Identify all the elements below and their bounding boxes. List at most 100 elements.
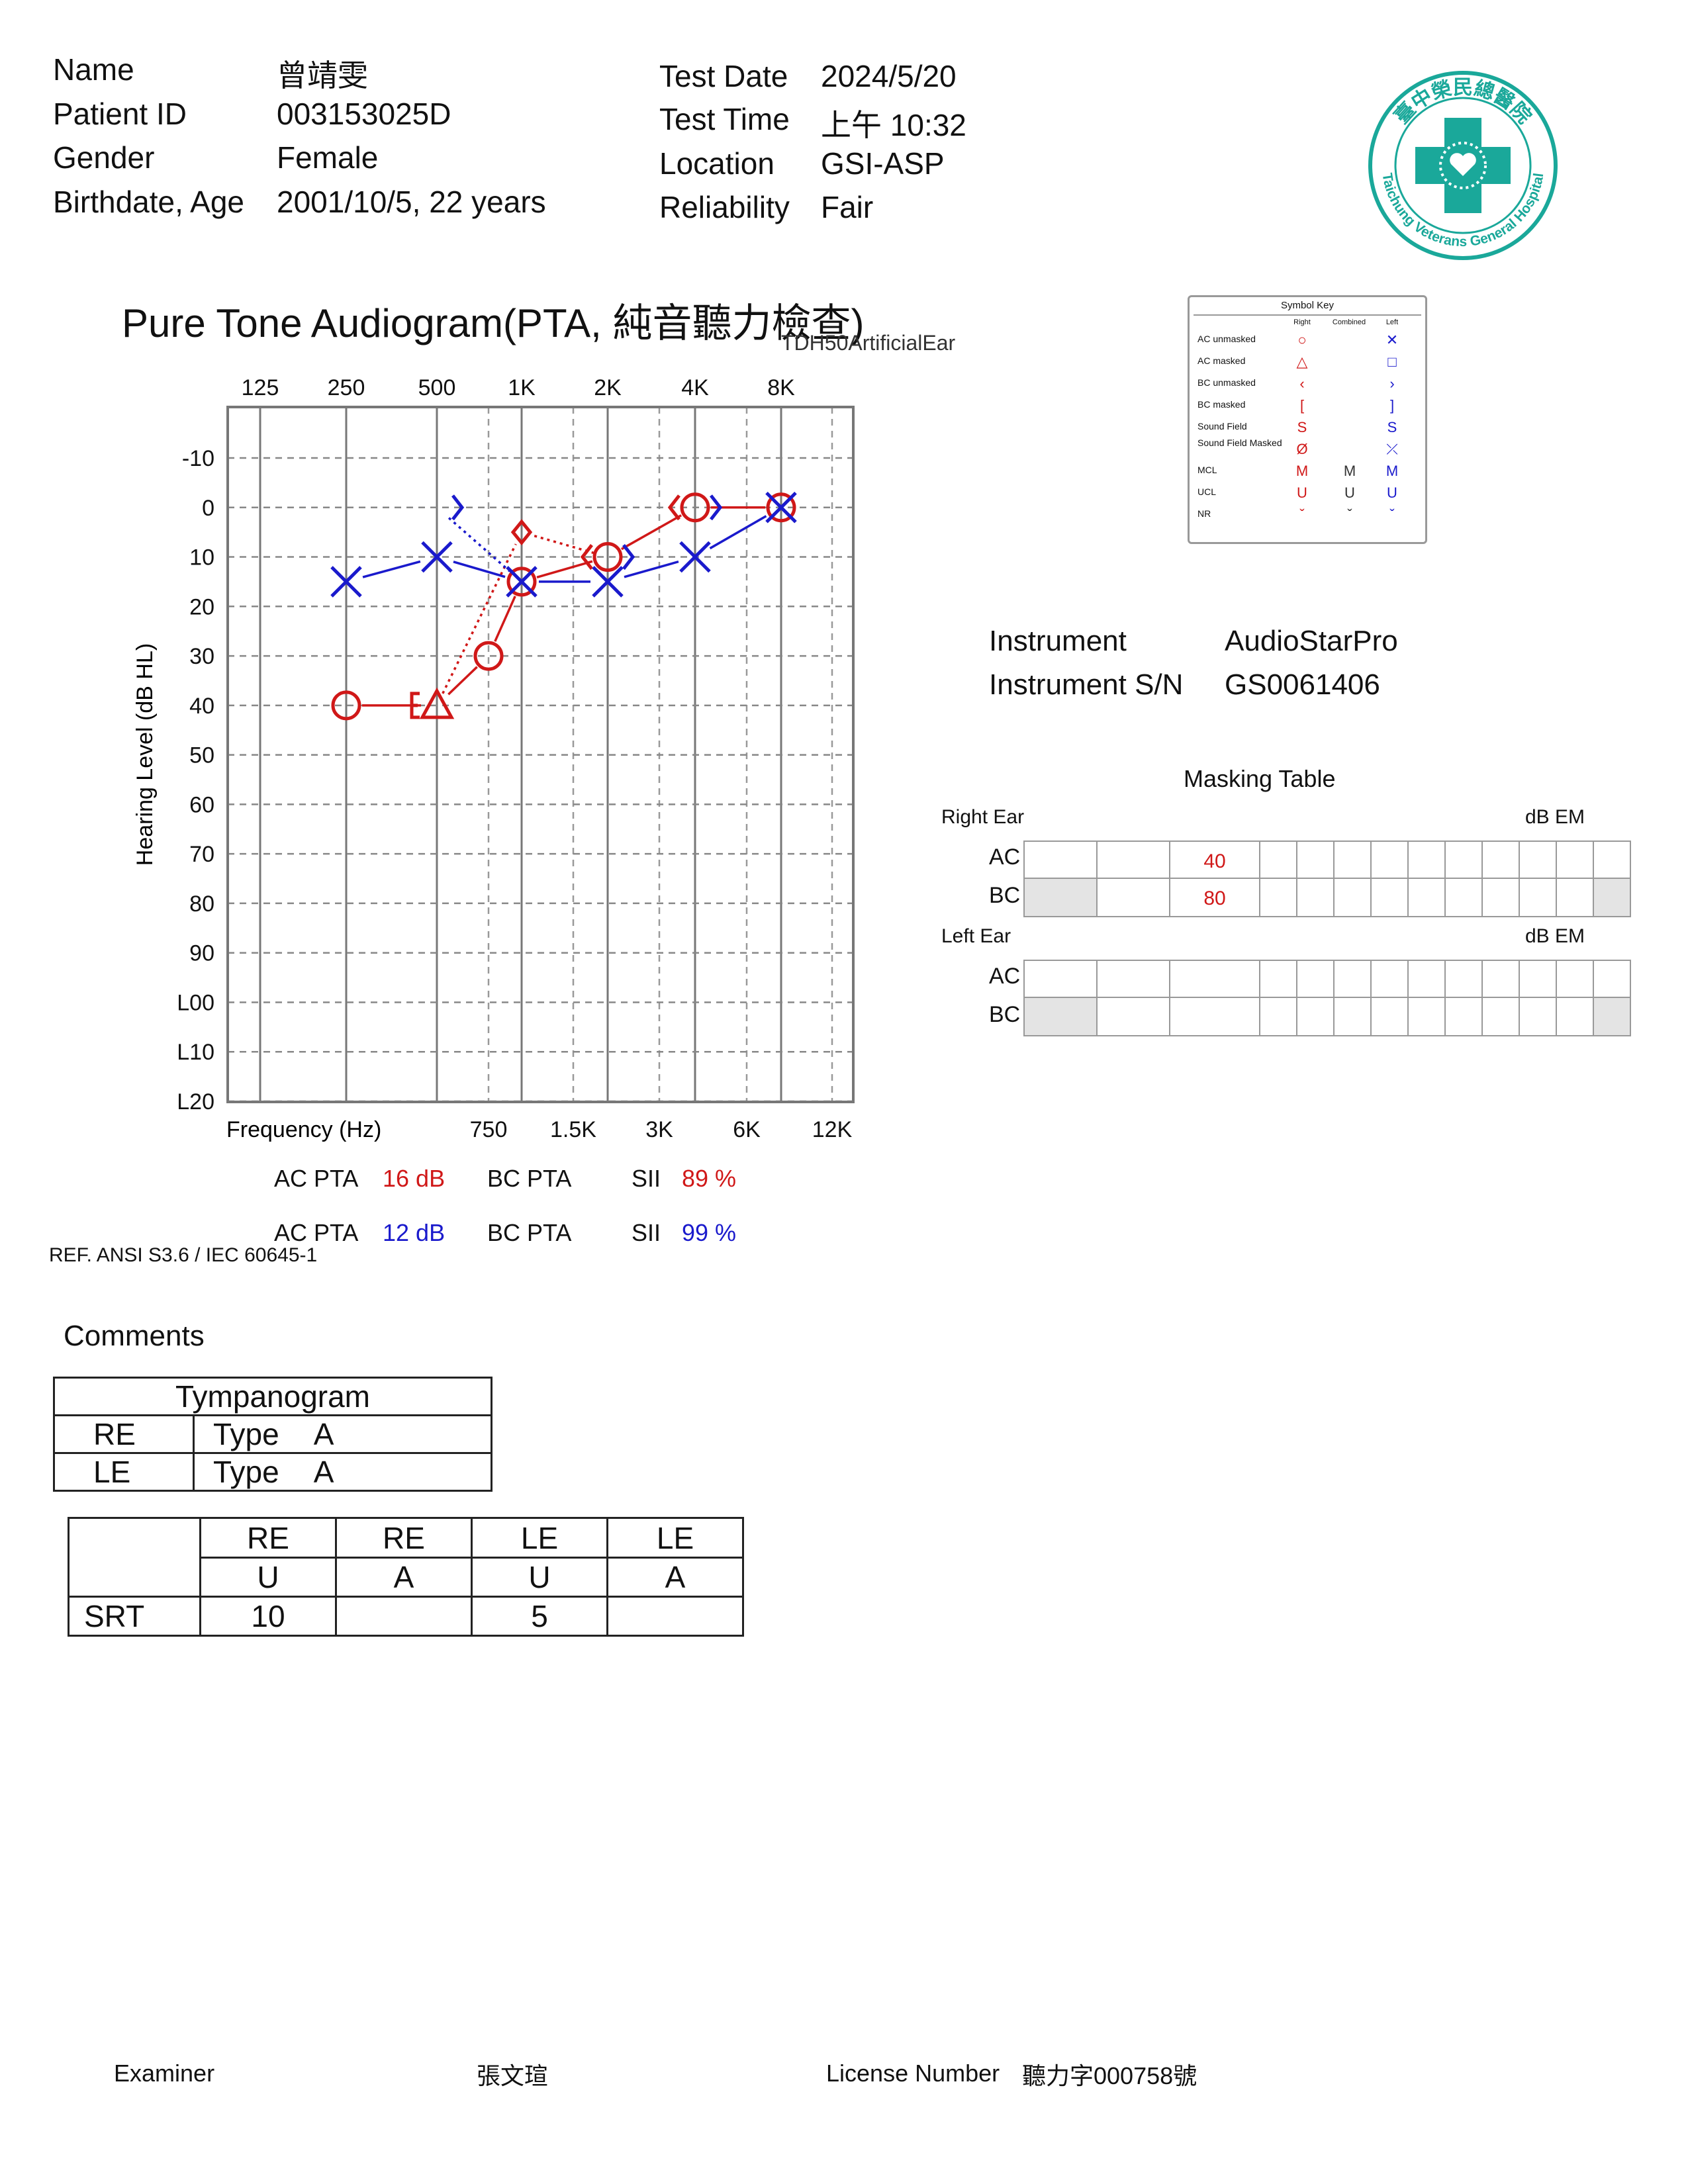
audiogram-grid <box>228 407 853 1103</box>
symbol-key-right-symbol: △ <box>1296 353 1308 370</box>
symbol-key-left-symbol: ] <box>1389 397 1395 414</box>
srt-mask-le-a: A <box>606 1557 744 1598</box>
right-bc-marker <box>510 519 533 546</box>
masking-right-bc-cell <box>1520 879 1557 916</box>
symbol-key-row: AC unmasked ○ ✕ <box>1190 332 1425 351</box>
srt-value-re-u: 10 <box>199 1596 337 1637</box>
symbol-key-combined-symbol: M <box>1343 463 1356 479</box>
symbol-key-row-label: BC masked <box>1197 399 1246 410</box>
test-date-value: 2024/5/20 <box>821 59 957 93</box>
masking-left-bc-cell <box>1483 998 1520 1035</box>
tymp-le-type-label: Type <box>213 1455 279 1489</box>
masking-left-bc-cell <box>1170 998 1260 1035</box>
hearing-level-tick: 30 <box>189 644 214 669</box>
hearing-level-tick: 90 <box>189 941 214 966</box>
hearing-level-tick: L20 <box>177 1089 214 1115</box>
symbol-key-combined-symbol: U <box>1344 484 1355 501</box>
masking-right-ac-cell <box>1483 842 1520 879</box>
left-ac-pta-value: 12 dB <box>383 1219 445 1246</box>
license-value: 聽力字000758號 <box>1022 2062 1197 2089</box>
masking-left-ac-cell <box>1335 961 1372 998</box>
masking-right-ac-cell <box>1372 842 1409 879</box>
symbol-key-left-symbol: ˇ <box>1389 506 1395 523</box>
masking-left-ac-cell <box>1409 961 1446 998</box>
symbol-key-left-symbol: ⤫ <box>1386 441 1398 457</box>
srt-header-le-u: LE <box>471 1517 608 1559</box>
tymp-le-type-value: A <box>313 1455 334 1489</box>
symbol-key-row-label: AC masked <box>1197 355 1246 366</box>
patient-id-label: Patient ID <box>53 97 187 131</box>
left-bc-unmasked-marker <box>710 494 723 521</box>
masking-left-bc-cell <box>1409 998 1446 1035</box>
right-bc-unmasked-marker <box>667 494 680 521</box>
bottom-frequency-tick: 6K <box>733 1117 761 1142</box>
left-bc-pta-label: BC PTA <box>487 1219 572 1246</box>
audiogram-chart: 125 250 500 1K 2K 4K 8K 750 1.5K 3K 6K 12K -10 0 10 20 3… <box>132 375 855 1142</box>
right-bc-pta-label: BC PTA <box>487 1165 572 1192</box>
masking-left-ac-cell <box>1025 961 1098 998</box>
top-frequency-tick: 125 <box>242 375 279 400</box>
right-bc-masked-marker <box>410 692 420 719</box>
symbol-key-row: BC masked [] <box>1190 397 1425 417</box>
right-bc-unmasked-marker <box>580 544 593 570</box>
symbol-key-left-symbol: S <box>1387 419 1397 435</box>
reliability-value: Fair <box>821 190 874 224</box>
symbol-key-row-label: MCL <box>1197 465 1217 475</box>
masking-right-bc-cell <box>1446 879 1483 916</box>
patient-id-value: 003153025D <box>277 97 451 131</box>
masking-left-ac-cell <box>1260 961 1297 998</box>
symbol-key-col-combined: Combined <box>1332 318 1366 326</box>
instrument-sn-value: GS0061406 <box>1225 668 1380 701</box>
right-sii-label: SII <box>632 1165 661 1192</box>
masking-left-bc-cell <box>1098 998 1170 1035</box>
top-frequency-tick: 250 <box>328 375 365 400</box>
hearing-level-tick: 0 <box>202 496 214 521</box>
masking-right-ac-cell <box>1557 842 1594 879</box>
srt-mask-re-u: U <box>199 1557 337 1598</box>
left-bc-unmasked-marker <box>451 494 465 521</box>
masking-left-ac-row <box>1023 960 1631 999</box>
examiner-label: Examiner <box>114 2060 215 2087</box>
masking-left-ac-cell <box>1520 961 1557 998</box>
y-axis-label: Hearing Level (dB HL) <box>132 643 158 866</box>
symbol-key-row: AC masked △ □ <box>1190 353 1425 373</box>
right-sii-value: 89 % <box>682 1165 737 1192</box>
symbol-key-row-label: UCL <box>1197 486 1217 497</box>
symbol-key-row-label: BC unmasked <box>1197 377 1256 388</box>
tymp-le-label: LE <box>53 1452 195 1492</box>
symbol-key-combined-symbol: ˇ <box>1347 506 1352 523</box>
symbol-key-left-symbol: U <box>1387 484 1397 501</box>
symbol-key-right-symbol: U <box>1297 484 1307 501</box>
test-time-label: Test Time <box>659 102 790 136</box>
masking-right-bc-cell <box>1335 879 1372 916</box>
hearing-level-tick: L10 <box>177 1040 214 1065</box>
masking-right-ac-cell <box>1594 842 1631 879</box>
license-label: License Number <box>826 2060 1000 2087</box>
instrument-sn-label: Instrument S/N <box>989 668 1184 701</box>
x-axis-label: Frequency (Hz) <box>226 1117 381 1142</box>
masking-right-bc-cell <box>1372 879 1409 916</box>
masking-right-bc-label: BC <box>989 883 1021 908</box>
left-ac-pta-label: AC PTA <box>274 1219 359 1246</box>
masking-left-bc-label: BC <box>989 1002 1021 1027</box>
name-value: 曾靖雯 <box>277 58 368 93</box>
masking-right-unit: dB EM <box>1525 806 1585 828</box>
masking-right-ac-label: AC <box>989 844 1021 870</box>
left-bc-unmasked-marker <box>622 544 635 570</box>
left-ac-x-stroke <box>592 566 624 598</box>
right-ac-connector <box>621 514 682 551</box>
symbol-key-row-label: NR <box>1197 508 1211 519</box>
left-ac-x-stroke <box>330 566 362 598</box>
hearing-level-tick: -10 <box>182 446 214 471</box>
masking-right-ac-cell <box>1297 842 1335 879</box>
audiogram-title: Pure Tone Audiogram(PTA, 純音聽力檢查) <box>122 301 865 345</box>
symbol-key-left-symbol: M <box>1385 463 1399 479</box>
symbol-key-row: Sound Field Masked Ø ⤫ <box>1190 438 1425 461</box>
masking-right-bc-cell: 80 <box>1170 879 1260 916</box>
right-ac-masked-marker <box>419 687 455 719</box>
hearing-level-tick: 50 <box>189 743 214 768</box>
left-sii-value: 99 % <box>682 1219 737 1246</box>
srt-header-le-a: LE <box>606 1517 744 1559</box>
srt-table: RE RE LE LE U A U A SRT 10 5 <box>68 1517 744 1637</box>
birthdate-label: Birthdate, Age <box>53 185 244 219</box>
